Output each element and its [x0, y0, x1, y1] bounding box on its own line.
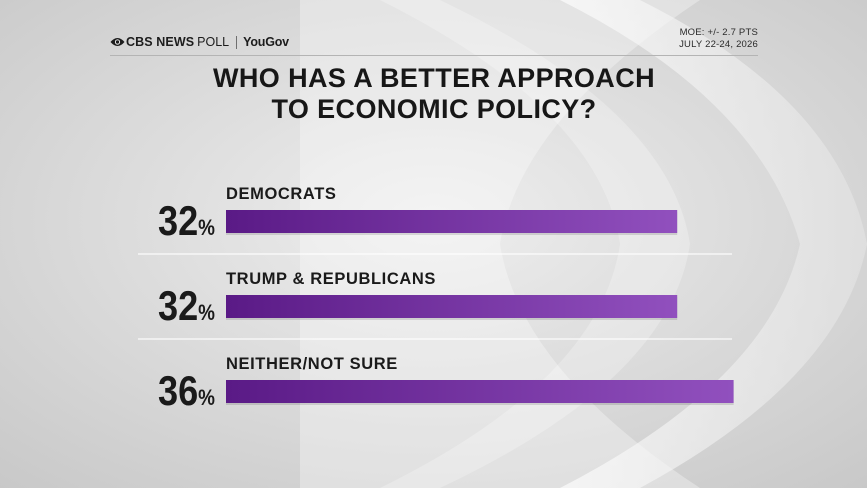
value-label: 36% — [158, 369, 215, 415]
value-number: 32 — [158, 199, 198, 245]
cbs-eye-icon — [110, 38, 125, 46]
brand-divider — [236, 35, 238, 49]
bar — [226, 295, 678, 318]
bar — [226, 380, 734, 403]
value-percent-sign: % — [198, 301, 215, 326]
category-label: DEMOCRATS — [226, 185, 337, 203]
category-label: NEITHER/NOT SURE — [226, 355, 398, 373]
value-percent-sign: % — [198, 216, 215, 241]
poll-dates: JULY 22-24, 2026 — [679, 39, 758, 50]
brand-cbs-news: CBS NEWS — [126, 35, 195, 49]
value-number: 32 — [158, 284, 198, 330]
poll-meta: MOE: +/- 2.7 PTS JULY 22-24, 2026 — [679, 27, 758, 51]
chart-title-line-2: TO ECONOMIC POLICY? — [271, 94, 597, 124]
bar — [226, 210, 678, 233]
header-divider — [110, 55, 758, 56]
chart-title-line-1: WHO HAS A BETTER APPROACH — [213, 63, 655, 93]
value-percent-sign: % — [198, 386, 215, 411]
value-label: 32% — [158, 284, 215, 330]
brand-yougov: YouGov — [243, 35, 289, 49]
value-number: 36 — [158, 369, 198, 415]
category-label: TRUMP & REPUBLICANS — [226, 270, 436, 288]
value-label: 32% — [158, 199, 215, 245]
brand-poll: POLL — [197, 35, 230, 49]
margin-of-error: MOE: +/- 2.7 PTS — [679, 27, 758, 38]
chart-title: WHO HAS A BETTER APPROACH TO ECONOMIC PO… — [110, 63, 758, 125]
brand-logo: CBS NEWS POLL YouGov — [110, 34, 289, 50]
